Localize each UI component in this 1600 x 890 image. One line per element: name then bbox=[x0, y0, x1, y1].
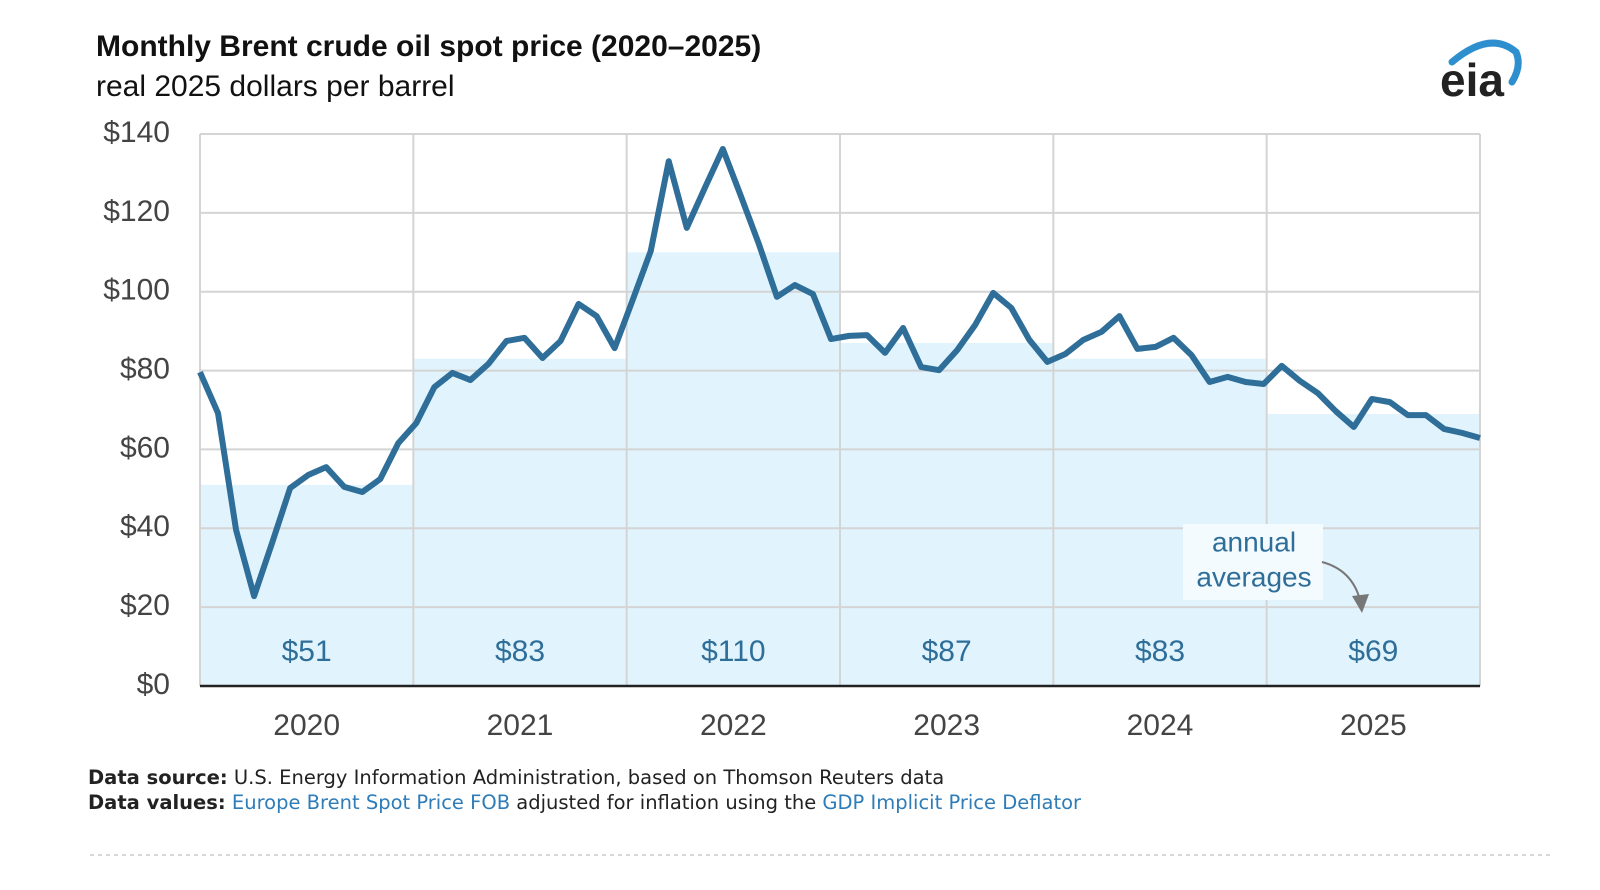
x-tick-label: 2020 bbox=[273, 709, 340, 742]
annual-average-bar bbox=[413, 358, 627, 686]
annual-average-label: $51 bbox=[282, 635, 332, 668]
x-tick-label: 2021 bbox=[487, 709, 554, 742]
annual-average-label: $83 bbox=[1135, 635, 1185, 668]
annual-average-label: $110 bbox=[701, 635, 766, 668]
values-text: adjusted for inflation using the bbox=[516, 791, 817, 814]
data-values: Data values: Europe Brent Spot Price FOB… bbox=[88, 791, 1081, 814]
y-tick-label: $60 bbox=[120, 431, 170, 464]
y-tick-label: $0 bbox=[137, 668, 170, 701]
values-label: Data values: bbox=[88, 791, 226, 814]
annual-average-label: $69 bbox=[1348, 635, 1398, 668]
logo: eia bbox=[1440, 39, 1522, 106]
y-tick-label: $80 bbox=[120, 352, 170, 385]
annual-average-label: $87 bbox=[922, 635, 972, 668]
logo-text: eia bbox=[1440, 54, 1504, 106]
x-tick-label: 2025 bbox=[1340, 709, 1407, 742]
x-tick-label: 2023 bbox=[913, 709, 980, 742]
annotation: annual bbox=[1212, 526, 1296, 557]
chart-subtitle: real 2025 dollars per barrel bbox=[96, 70, 455, 103]
y-tick-label: $120 bbox=[103, 195, 170, 228]
y-tick-label: $100 bbox=[103, 274, 170, 307]
x-tick-label: 2022 bbox=[700, 709, 767, 742]
annotation-arrowhead bbox=[1352, 594, 1369, 613]
annual-average-bar bbox=[626, 252, 840, 687]
annotation-arrow bbox=[1321, 561, 1361, 601]
logo-arc bbox=[1448, 39, 1522, 86]
y-tick-label: $40 bbox=[120, 510, 170, 543]
annual-average-bar bbox=[840, 342, 1054, 686]
x-tick-label: 2024 bbox=[1127, 709, 1194, 742]
price-line bbox=[197, 145, 1481, 600]
source-label: Data source: bbox=[88, 766, 228, 789]
y-tick-label: $140 bbox=[103, 116, 170, 149]
annual-average-label: $83 bbox=[495, 635, 545, 668]
data-source: Data source: U.S. Energy Information Adm… bbox=[88, 766, 944, 789]
link[interactable]: GDP Implicit Price Deflator bbox=[822, 791, 1082, 814]
source-text: U.S. Energy Information Administration, … bbox=[233, 766, 945, 789]
annual-average-bar bbox=[1053, 358, 1267, 686]
link[interactable]: Europe Brent Spot Price FOB bbox=[231, 791, 511, 814]
chart-title: Monthly Brent crude oil spot price (2020… bbox=[96, 30, 761, 63]
annotation: averages bbox=[1196, 561, 1311, 592]
annotation-background bbox=[1183, 524, 1323, 600]
y-tick-label: $20 bbox=[120, 589, 170, 622]
